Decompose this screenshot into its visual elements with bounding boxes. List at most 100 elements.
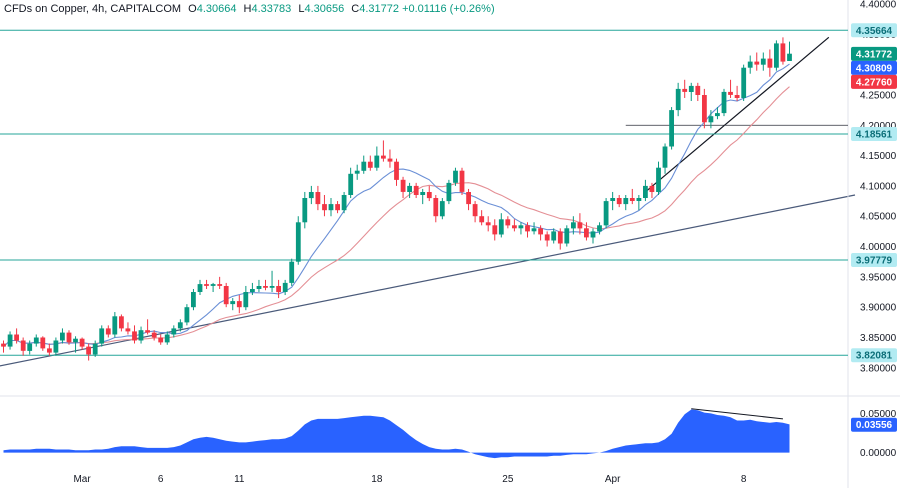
candle-body [571, 222, 576, 229]
candle-body [400, 179, 406, 192]
candle-body [590, 231, 596, 238]
level-price-tag: 3.82081 [856, 351, 893, 362]
change-value: +0.01116 (+0.26%) [402, 3, 495, 15]
candle-body [308, 192, 314, 199]
time-tick-label: Mar [73, 474, 91, 485]
oscillator-divergence-line [691, 408, 784, 420]
candle-body [295, 222, 301, 262]
trendline-1 [0, 194, 856, 367]
candle-body [282, 282, 288, 292]
level-price-tag: 4.35664 [856, 26, 893, 37]
candle-body [767, 58, 773, 68]
oscillator-tick-label: 0.00000 [860, 448, 897, 459]
oscillator-value-tag-bg [851, 417, 897, 432]
candle-body [230, 301, 236, 305]
candle-body [512, 225, 517, 229]
candle-body [47, 348, 52, 353]
candle-body [322, 204, 327, 211]
candle-body [557, 231, 563, 244]
candle-body [263, 286, 268, 288]
candle-body [335, 204, 340, 211]
candle-body [420, 192, 426, 195]
price-tick-label: 4.15000 [860, 151, 897, 162]
candle-body [754, 61, 760, 65]
candle-body [256, 286, 262, 289]
candle-body [551, 231, 557, 241]
level-price-tag-bg [851, 348, 897, 363]
candle-body [577, 222, 583, 229]
candle-body [328, 204, 334, 211]
price-tick-label: 4.20000 [860, 121, 897, 132]
candle-body [662, 146, 668, 168]
candle-body [466, 192, 471, 205]
candle-body [747, 61, 753, 68]
candle-body [374, 155, 380, 168]
oscillator-value-tag: 0.03556 [856, 420, 893, 431]
price-tick-label: 4.40000 [860, 0, 897, 11]
candle-body [20, 340, 26, 351]
price-tick-label: 4.25000 [860, 91, 897, 102]
candle-body [610, 198, 616, 201]
trendline-2 [645, 36, 830, 193]
candle-body [760, 58, 766, 65]
close-label: C [351, 3, 360, 15]
candle-body [702, 95, 707, 123]
level-price-tag-bg [851, 23, 897, 38]
open-value: 4.30664 [196, 3, 237, 15]
candle-body [177, 322, 183, 329]
candle-body [525, 225, 530, 232]
candle-body [119, 316, 124, 329]
candle-body [138, 330, 144, 341]
candle-body [479, 216, 485, 223]
candle-body [66, 332, 72, 343]
candle-body [433, 198, 439, 217]
moving-averages-layer [3, 63, 790, 348]
level-price-tag-bg [851, 253, 897, 267]
candle-body [151, 332, 157, 338]
candle-body [603, 201, 609, 226]
candle-body [446, 182, 452, 202]
candle-body [171, 328, 177, 335]
candle-body [27, 343, 33, 351]
legend-header: CFDs on Copper, 4h, CAPITALCOM O4.30664 … [4, 3, 495, 15]
current-price-tag-bg [851, 46, 897, 61]
candle-body [92, 343, 98, 355]
candle-body [544, 234, 550, 241]
candle-body [394, 161, 399, 180]
time-tick-label: 8 [741, 474, 747, 485]
price-tick-label: 4.00000 [860, 242, 897, 253]
time-tick-label: 6 [158, 474, 164, 485]
time-tick-label: 18 [371, 474, 383, 485]
candle-body [407, 185, 412, 192]
candle-body [439, 201, 445, 217]
candle-body [1, 343, 6, 347]
candle-body [564, 228, 570, 244]
candle-body [367, 161, 373, 168]
candle-body [387, 158, 393, 162]
candles-layer [1, 37, 792, 361]
oscillator-layer [3, 408, 790, 459]
candle-body [191, 292, 196, 308]
price-tick-label: 4.10000 [860, 181, 897, 192]
price-tags-layer: 4.35664 4.18561 3.97779 3.82081 4.31772 4.308… [851, 23, 897, 432]
candle-body [341, 195, 347, 211]
time-axis[interactable]: Mar 6 11 18 25 Apr 8 [73, 474, 746, 485]
candle-body [643, 185, 648, 198]
level-price-tag: 3.97779 [856, 256, 893, 267]
candle-body [485, 222, 491, 226]
candle-body [413, 185, 419, 195]
candle-body [531, 228, 537, 232]
trendlines-layer [0, 36, 856, 367]
candle-body [780, 43, 786, 62]
candle-body [787, 53, 792, 61]
time-tick-label: 11 [234, 474, 245, 485]
current-price-tag: 4.31772 [856, 49, 893, 60]
high-value: 4.33783 [251, 3, 292, 15]
candle-body [289, 261, 295, 283]
candle-body [217, 284, 223, 286]
candle-body [250, 289, 255, 292]
symbol-title[interactable]: CFDs on Copper, 4h, CAPITALCOM [4, 3, 182, 15]
candle-body [629, 198, 635, 201]
